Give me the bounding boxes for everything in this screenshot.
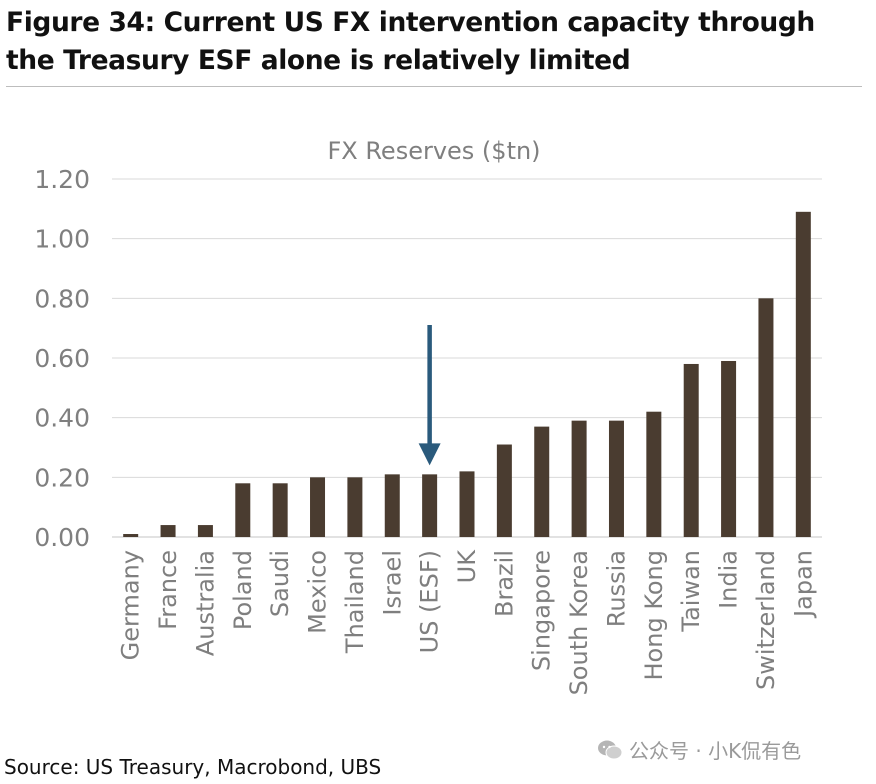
y-axis-ticks: 0.00 0.20 0.40 0.60 0.80 1.00 1.20	[34, 165, 90, 552]
wechat-icon	[597, 739, 623, 761]
bar-germany	[123, 534, 139, 537]
title-divider	[6, 86, 862, 87]
bar-brazil	[496, 444, 512, 537]
y-tick-label: 0.80	[34, 284, 90, 313]
y-tick-label: 0.20	[34, 463, 90, 492]
x-tick-label: Hong Kong	[640, 550, 668, 680]
x-tick-label: India	[715, 550, 743, 609]
y-tick-label: 0.60	[34, 344, 90, 373]
watermark: 公众号 · 小K侃有色	[597, 735, 801, 764]
annotation-arrow-head	[418, 443, 441, 466]
x-tick-label: Poland	[229, 550, 257, 630]
source-note: Source: US Treasury, Macrobond, UBS	[4, 755, 382, 779]
bar-japan	[795, 211, 811, 538]
x-tick-label: France	[154, 550, 182, 630]
bar-poland	[235, 483, 251, 537]
bar-france	[160, 525, 176, 537]
x-tick-label: Germany	[117, 550, 145, 660]
x-tick-label: Mexico	[304, 550, 332, 634]
bar-hong-kong	[646, 411, 662, 537]
bar-south-korea	[571, 420, 587, 537]
bar-australia	[197, 525, 213, 537]
bar-uk	[459, 471, 475, 537]
x-tick-label: Taiwan	[677, 550, 705, 633]
chart-title: FX Reserves ($tn)	[327, 137, 540, 165]
x-tick-label: Saudi	[266, 550, 294, 617]
bar-russia	[608, 420, 624, 537]
bar-thailand	[347, 477, 363, 537]
x-tick-label: Japan	[789, 550, 817, 619]
y-tick-label: 1.00	[34, 225, 90, 254]
bar-chart: 0.00 0.20 0.40 0.60 0.80 1.00 1.20 Germany Fran…	[34, 137, 822, 696]
x-tick-label: South Korea	[565, 550, 593, 695]
bar-singapore	[534, 426, 550, 537]
x-tick-label: Switzerland	[752, 550, 780, 690]
bar-saudi	[272, 483, 288, 537]
x-tick-label: Singapore	[528, 550, 556, 671]
gridlines	[112, 178, 822, 538]
y-tick-label: 1.20	[34, 165, 90, 194]
x-tick-label: Brazil	[490, 550, 518, 617]
bar-israel	[384, 474, 400, 537]
x-tick-label: UK	[453, 549, 481, 584]
x-tick-label: Israel	[378, 550, 406, 616]
bar-taiwan	[683, 363, 699, 537]
figure-title: Figure 34: Current US FX intervention ca…	[6, 7, 815, 76]
bar-mexico	[310, 477, 326, 537]
annotations	[418, 325, 441, 466]
bars	[123, 211, 811, 538]
bar-india	[721, 360, 737, 537]
y-tick-label: 0.00	[34, 523, 90, 552]
bar-us-esf	[422, 474, 438, 537]
chart-panel: 0.00 0.20 0.40 0.60 0.80 1.00 1.20 Germany Fran…	[6, 88, 862, 756]
x-axis-ticks: Germany France Australia Poland Saudi Mexico T…	[117, 549, 818, 696]
watermark-text: 公众号 · 小K侃有色	[629, 739, 802, 763]
x-tick-label: Australia	[191, 550, 219, 656]
y-tick-label: 0.40	[34, 404, 90, 433]
x-tick-label: Russia	[602, 550, 630, 627]
bar-switzerland	[758, 298, 774, 537]
x-tick-label: US (ESF)	[416, 550, 444, 653]
x-tick-label: Thailand	[341, 550, 369, 654]
